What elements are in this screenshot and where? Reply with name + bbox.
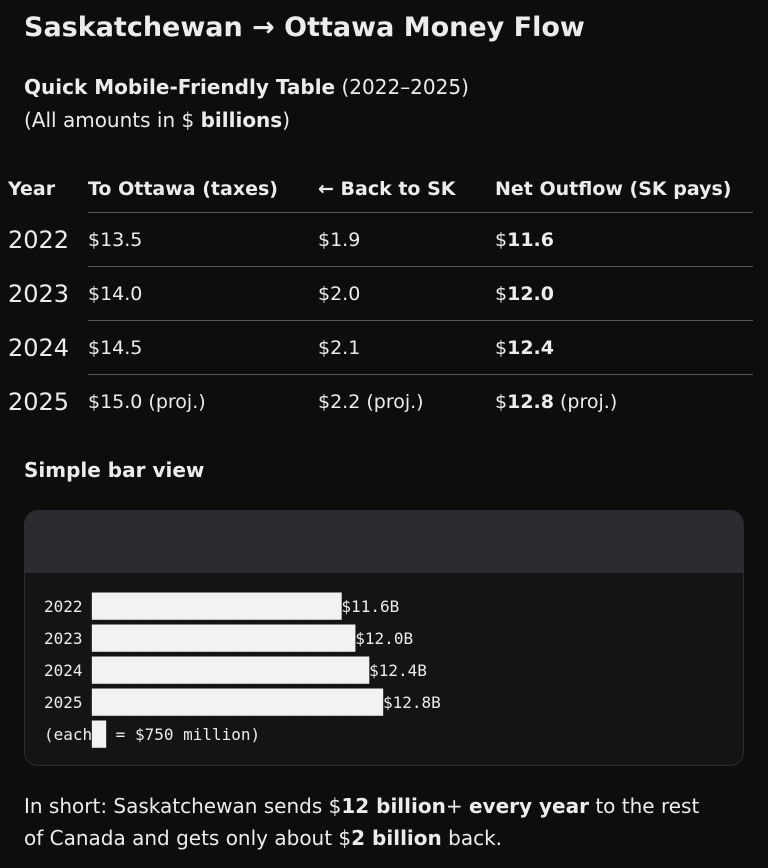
year: 2023 [44,629,83,648]
code-line: 2023 ███████████████████$12.0B [44,623,743,655]
text-run: 12.0 [507,282,554,305]
bar-blocks: ████████████████████ [92,658,370,684]
cell: $14.5 [88,320,318,375]
cell: 2024 [8,333,70,362]
key-pre: (each [44,725,93,744]
cell: $2.1 [318,320,495,375]
subtitle-rest: (2022–2025) [335,75,469,99]
text-run: 12.8 [507,390,554,413]
bar-label: $12.0B [355,629,414,648]
table-row: 2025 $15.0 (proj.) $2.2 (proj.) $12.8 (proj… [0,375,753,429]
code-block: 2022 ██████████████████$11.6B 2023 ██████… [24,510,744,766]
table-row: 2023 $14.0 $2.0 $12.0 [0,266,753,321]
text-run: back. [441,826,503,850]
bar-label: $12.4B [369,661,427,680]
text-run: + [445,794,469,818]
text-run: (proj.) [553,390,618,413]
cell: $13.5 [88,212,318,267]
text-run: $ [495,228,508,251]
text-run: $ [495,336,508,359]
table: Year To Ottawa (taxes) ← Back to SK Net Out… [0,166,753,428]
note: (All amounts in $ billions) [24,108,290,132]
bar-blocks: █████████████████████ [92,690,383,716]
cell: $1.9 [318,212,495,267]
cell: $12.4 [495,320,753,375]
header-row: Year To Ottawa (taxes) ← Back to SK Net Out… [0,166,753,213]
cell: $2.2 (proj.) [318,390,424,413]
year: 2024 [44,661,83,680]
cell: 2022 [8,225,70,254]
text-run: 11.6 [507,228,554,251]
year: 2022 [44,597,83,616]
column-header: Year [8,178,56,200]
column-header: ← Back to SK [318,166,495,213]
column-header: Net Outflow (SK pays) [495,166,753,213]
text-run: 2 billion [351,826,442,850]
section-title: Simple bar view [24,458,205,482]
column-header: To Ottawa (taxes) [88,166,318,213]
key-post: = $750 million) [115,725,261,744]
title: Saskatchewan → Ottawa Money Flow [24,12,585,43]
subtitle: Quick Mobile-Friendly Table (2022–2025) [24,75,469,99]
cell: $12.0 [495,266,753,321]
summary: In short: Saskatchewan sends $12 billion… [24,790,724,854]
cell: 2025 [8,387,70,416]
text-run: ) [282,108,291,132]
code-line: 2022 ██████████████████$11.6B [44,591,743,623]
cell: $2.0 [318,266,495,321]
bar-blocks: ███████████████████ [92,626,356,652]
key-block: █ [92,722,107,748]
text-run: $ [495,282,508,305]
text-run: In short: Saskatchewan sends $ [24,794,342,818]
text-run: $ [495,390,508,413]
text-run: 12.4 [507,336,554,359]
code-line: 2024 ████████████████████$12.4B [44,655,743,687]
bar-label: $12.8B [382,693,441,712]
code-body: 2022 ██████████████████$11.6B 2023 ██████… [25,573,743,751]
text-run: to the rest of Canada and gets only abou… [24,794,700,850]
bar-label: $11.6B [341,597,400,616]
code-line: 2025 █████████████████████$12.8B [44,687,743,719]
cell: $14.0 [88,266,318,321]
year: 2025 [44,693,83,712]
cell: $12.8 (proj.) [495,375,753,429]
text-run: (All amounts in $ [24,108,201,132]
key-line: (each█ = $750 million) [44,719,743,751]
cell: 2023 [8,279,70,308]
table-row: 2024 $14.5 $2.1 $12.4 [0,320,753,375]
cell: $11.6 [495,212,753,267]
text-run: every year [468,794,589,818]
cell: $15.0 (proj.) [88,390,206,413]
code-header [25,511,743,573]
bar-blocks: ██████████████████ [92,594,342,620]
text-run: billions [200,108,283,132]
subtitle-bold: Quick Mobile-Friendly Table [24,75,336,99]
text-run: 12 billion [341,794,446,818]
table-row: 2022 $13.5 $1.9 $11.6 [0,212,753,267]
